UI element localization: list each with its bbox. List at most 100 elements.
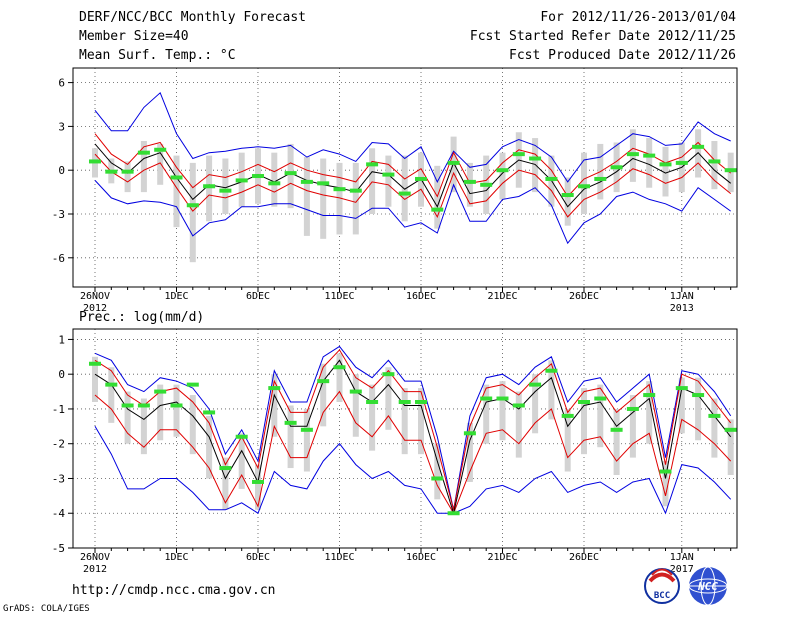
panel1-upper-spread-line [94,133,732,198]
panel2-member-range-bar [597,384,604,448]
panel2-member-range-bar [515,391,522,458]
panel2-x-tick-label: 26DEC [569,552,599,563]
panel1-member-range-bar [222,158,229,214]
panel1-observed-marker [89,159,101,164]
panel2-observed-marker [512,403,525,408]
panel1-observed-marker [349,188,362,193]
panel1-observed-marker [431,207,444,212]
panel1-observed-marker [561,193,574,198]
panel1-x-year-label: 2013 [670,303,694,314]
panel1-member-range-bar [140,141,147,193]
panel2-x-year-label: 2017 [670,564,694,575]
panel1-observed-marker [659,162,672,167]
panel2-member-range-bar [711,398,718,458]
panel1-observed-marker [675,160,688,165]
panel1-observed-marker [463,179,476,184]
panel1-observed-marker [643,153,656,158]
panel2-member-range-bar [222,457,229,510]
panel2-observed-marker [431,476,444,481]
panel2-observed-marker [170,403,183,408]
panel1-observed-marker [284,171,297,176]
panel2-member-range-bar [662,461,669,507]
panel2-member-range-bar [336,353,343,402]
fcst-started-date: Fcst Started Refer Date 2012/11/25 [469,29,736,44]
panel2-member-range-bar [369,384,376,451]
panel2-observed-marker [529,382,542,387]
panel2-member-range-bar [695,377,702,441]
panel1-observed-marker [105,169,118,174]
variable-label: Mean Surf. Temp.: °C [79,48,236,63]
panel2-member-range-bar [646,381,653,444]
panel1-observed-marker [252,174,264,179]
source-url[interactable]: http://cmdp.ncc.cma.gov.cn [72,583,276,598]
panel2-member-range-bar [124,391,131,444]
panel1-observed-marker [415,176,427,181]
panel2-observed-marker [186,382,199,387]
panel1-observed-marker [300,179,313,184]
panel1-member-range-bar [499,152,506,200]
panel2-observed-marker [496,396,509,401]
panel1-observed-marker [186,203,199,208]
panel1-member-range-bar [727,152,734,193]
panel1-observed-marker [203,184,216,189]
panel2-member-range-bar [727,419,734,475]
panel1-y-tick-label: 0 [58,164,65,177]
panel2-member-range-bar [92,356,98,402]
panel1-x-tick-label: 16DEC [406,291,436,302]
panel2-x-tick-label: 1JAN [670,552,694,563]
panel2-member-range-bar [140,398,147,455]
panel1-member-range-bar [711,141,718,190]
panel2-observed-marker [317,379,330,384]
panel2-ensemble-mean-line [94,359,732,516]
panel1-member-range-bar [287,143,294,209]
panel1-member-range-bar [646,138,653,188]
panel1-x-tick-label: 11DEC [324,291,354,302]
panel2-observed-marker [235,434,248,439]
panel2-observed-marker [415,400,427,404]
panel2-y-tick-label: -4 [52,507,66,520]
panel1-observed-marker [447,160,460,165]
panel2-observed-marker [284,420,297,425]
panel1-member-range-bar [124,161,131,193]
panel2-observed-marker [626,406,639,411]
panel1-observed-marker [724,168,737,173]
panel2-upper-spread-line [94,349,732,510]
panel2-member-range-bar [564,408,571,472]
panel2-observed-marker [594,396,607,401]
panel2-observed-marker [578,400,590,404]
panel1-observed-marker [154,147,167,152]
panel1-envelope-max-line [94,91,731,184]
panel2-observed-marker [561,413,574,418]
panel2-member-range-bar [157,384,164,441]
panel2-y-tick-label: -5 [52,542,65,555]
panel1-observed-marker [137,150,150,155]
panel1-observed-marker [496,168,509,173]
panel2-member-range-bar [613,408,620,475]
panel1-lower-spread-line [94,153,732,219]
panel1-observed-marker [382,172,395,177]
panel1-observed-marker [317,181,330,186]
panel1-ensemble-mean-line [94,143,732,208]
panel1-envelope-min-line [94,180,731,245]
panel2-observed-marker [545,368,558,373]
panel1-x-tick-label: 26NOV [80,291,110,302]
panel1-observed-marker [480,182,493,187]
panel1-observed-marker [121,169,134,174]
panel2-observed-marker [659,469,672,474]
panel2-observed-marker [154,389,167,394]
panel1-member-range-bar [320,158,327,239]
agency-logos: BCC NCC [644,566,728,606]
panel1-observed-marker [333,187,346,192]
panel1-observed-marker [219,188,232,193]
forecast-period: For 2012/11/26-2013/01/04 [540,10,736,25]
panel1-member-range-bar [662,146,669,197]
panel1-member-range-bar [189,162,196,263]
panel2-x-year-label: 2012 [83,564,107,575]
panel1-observed-marker [626,152,639,157]
panel1-member-range-bar [336,162,343,235]
panel2-lower-spread-line [94,390,732,515]
panel1-observed-marker [366,162,379,167]
panel2-observed-marker [366,400,379,404]
panel2-y-tick-label: 0 [58,368,65,381]
